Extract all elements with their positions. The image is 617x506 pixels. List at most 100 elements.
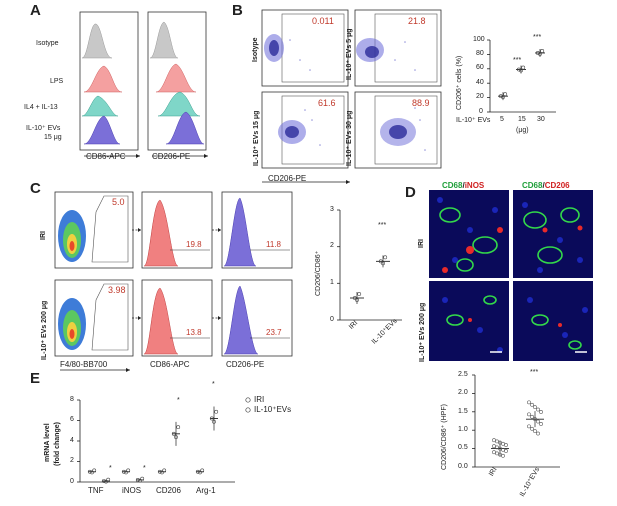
panel-e-point (124, 470, 128, 475)
panel-b-ytick: 80 (476, 50, 484, 57)
panel-c-xlabel-cd86: CD86-APC (150, 360, 190, 369)
panel-d-row-il10: IL-10⁺ EVs 200 μg (419, 302, 426, 362)
panel-b-xtick: 5 (500, 116, 504, 123)
panel-b-xtick: 30 (537, 116, 545, 123)
panel-e-star-cd206: * (177, 397, 180, 404)
panel-b-plot-label-30ug: IL-10⁺ EVs 30 μg (346, 110, 353, 166)
panel-e-point (157, 469, 162, 474)
panel-c-ytick: 2 (330, 242, 334, 249)
panel-e-xtick-cd206: CD206 (156, 486, 181, 495)
panel-c-stars: *** (378, 222, 387, 229)
panel-c-flow (54, 191, 293, 372)
panel-c-point (378, 259, 383, 264)
panel-b-point (538, 52, 542, 56)
panel-b-plot-label-5ug: IL-10⁺ EVs 5 μg (346, 28, 353, 80)
panel-d-point (527, 412, 531, 417)
panel-d-point (530, 402, 534, 407)
panel-d-images (429, 190, 593, 361)
panel-e-point (138, 478, 142, 483)
panel-c-chart-ylabel: CD206/CD86⁺ (315, 250, 322, 296)
panel-d-ytick: 0.0 (458, 463, 468, 470)
panel-d-point (539, 422, 543, 426)
panel-e-point (90, 470, 94, 475)
panel-e-ytick: 2 (70, 457, 74, 464)
panel-b-chart-ylabel: CD206⁺ cells (%) (456, 55, 463, 110)
panel-c-xlabel-cd206: CD206-PE (226, 360, 265, 369)
panel-e-point (140, 476, 145, 481)
panel-b-xlabel: CD206-PE (268, 174, 307, 183)
panel-b-xunit: (μg) (516, 127, 529, 134)
panel-e-ytick: 8 (70, 396, 74, 403)
panel-letter-c: C (30, 180, 41, 197)
panel-b-chart (487, 39, 556, 113)
panel-e-star-tnf: * (109, 465, 112, 472)
panel-d-stars: *** (530, 369, 539, 376)
panel-e-point (160, 470, 164, 475)
panel-c-xlabel-f480: F4/80-BB700 (60, 360, 108, 369)
panel-e-point (212, 419, 216, 424)
panel-b-point (521, 65, 526, 70)
panel-d-point (527, 400, 531, 405)
panel-e-point (104, 479, 108, 484)
panel-a-xlabel-cd206: CD206-PE (152, 152, 191, 161)
panel-d-point (533, 417, 537, 422)
panel-d-header-2-cd68: CD68 (522, 181, 543, 190)
panel-e-point (87, 469, 92, 474)
panel-b-point (519, 68, 523, 73)
panel-e-point (106, 477, 111, 482)
panel-b-plot-label-isotype: Isotype (252, 37, 259, 62)
panel-c-ytick: 0 (330, 316, 334, 323)
panel-e-point (174, 435, 178, 440)
panel-d-row-iri: IRI (418, 239, 425, 248)
panel-b-point (498, 94, 503, 99)
panel-e-xtick-arg1: Arg-1 (196, 486, 216, 495)
panel-e-point (126, 468, 131, 473)
panel-a-row-lps: LPS (50, 78, 64, 85)
panel-b-point (501, 95, 505, 100)
panel-e-point (176, 425, 181, 430)
panel-e-legend-il10: IL-10⁺EVs (254, 405, 292, 414)
panel-e-point (135, 478, 140, 482)
panel-e-point (171, 431, 176, 436)
panel-b-plot-label-15ug: IL-10⁺ EVs 15 μg (253, 110, 260, 166)
panel-e-point (209, 416, 214, 421)
panel-e-point (214, 409, 219, 414)
panel-b-stars-15: *** (513, 57, 522, 64)
panel-d-ytick: 1.5 (458, 408, 468, 415)
panel-e-point (162, 468, 167, 473)
panel-d-point (501, 453, 505, 458)
panel-b-xtitle: IL-10⁺ EVs (456, 117, 491, 124)
panel-e-xtick-tnf: TNF (88, 486, 104, 495)
panel-e-ylabel-2: (fold change) (54, 422, 61, 466)
panel-c-cd86-il10: 13.8 (186, 328, 202, 337)
panel-a-xlabel-cd86: CD86-APC (86, 152, 126, 161)
panel-c-chart (337, 209, 402, 321)
panel-d-header-2-cd206: CD206 (544, 181, 570, 190)
panel-d-header-2-sep: / (542, 181, 545, 190)
panel-d-header-1-cd68: CD68 (442, 181, 463, 190)
panel-b-flow-plots (261, 9, 442, 184)
panel-d-chart-ylabel: CD206/CD86⁺ (HPF) (441, 404, 448, 470)
panel-b-ytick: 60 (476, 64, 484, 71)
panel-b-point (516, 67, 521, 72)
panel-a-row-dose: 15 μg (44, 134, 62, 141)
panel-c-gate-il10: 3.98 (108, 285, 126, 295)
panel-d-point (504, 443, 508, 447)
panel-c-cd206-iri: 11.8 (266, 240, 281, 249)
panel-d-header-1-sep: / (462, 181, 465, 190)
panel-letter-a: A (30, 2, 41, 19)
panel-c-point (357, 292, 362, 296)
panel-b-point (535, 51, 540, 55)
panel-a-row-il10: IL-10⁺ EVs (26, 125, 61, 132)
panel-b-ytick: 40 (476, 79, 484, 86)
panel-c-ytick: 1 (330, 279, 334, 286)
panel-e-ytick: 6 (70, 416, 74, 423)
panel-e-ytick: 0 (70, 478, 74, 485)
panel-d-point (533, 429, 537, 434)
panel-c-cd206-il10: 23.7 (266, 328, 282, 337)
panel-d-header-2: CD68/CD206 (522, 181, 570, 190)
panel-d-header-1: CD68/iNOS (442, 181, 484, 190)
panel-c-cd86-iri: 19.8 (186, 240, 202, 249)
panel-d-point (536, 419, 540, 424)
panel-d-chart (472, 374, 560, 468)
